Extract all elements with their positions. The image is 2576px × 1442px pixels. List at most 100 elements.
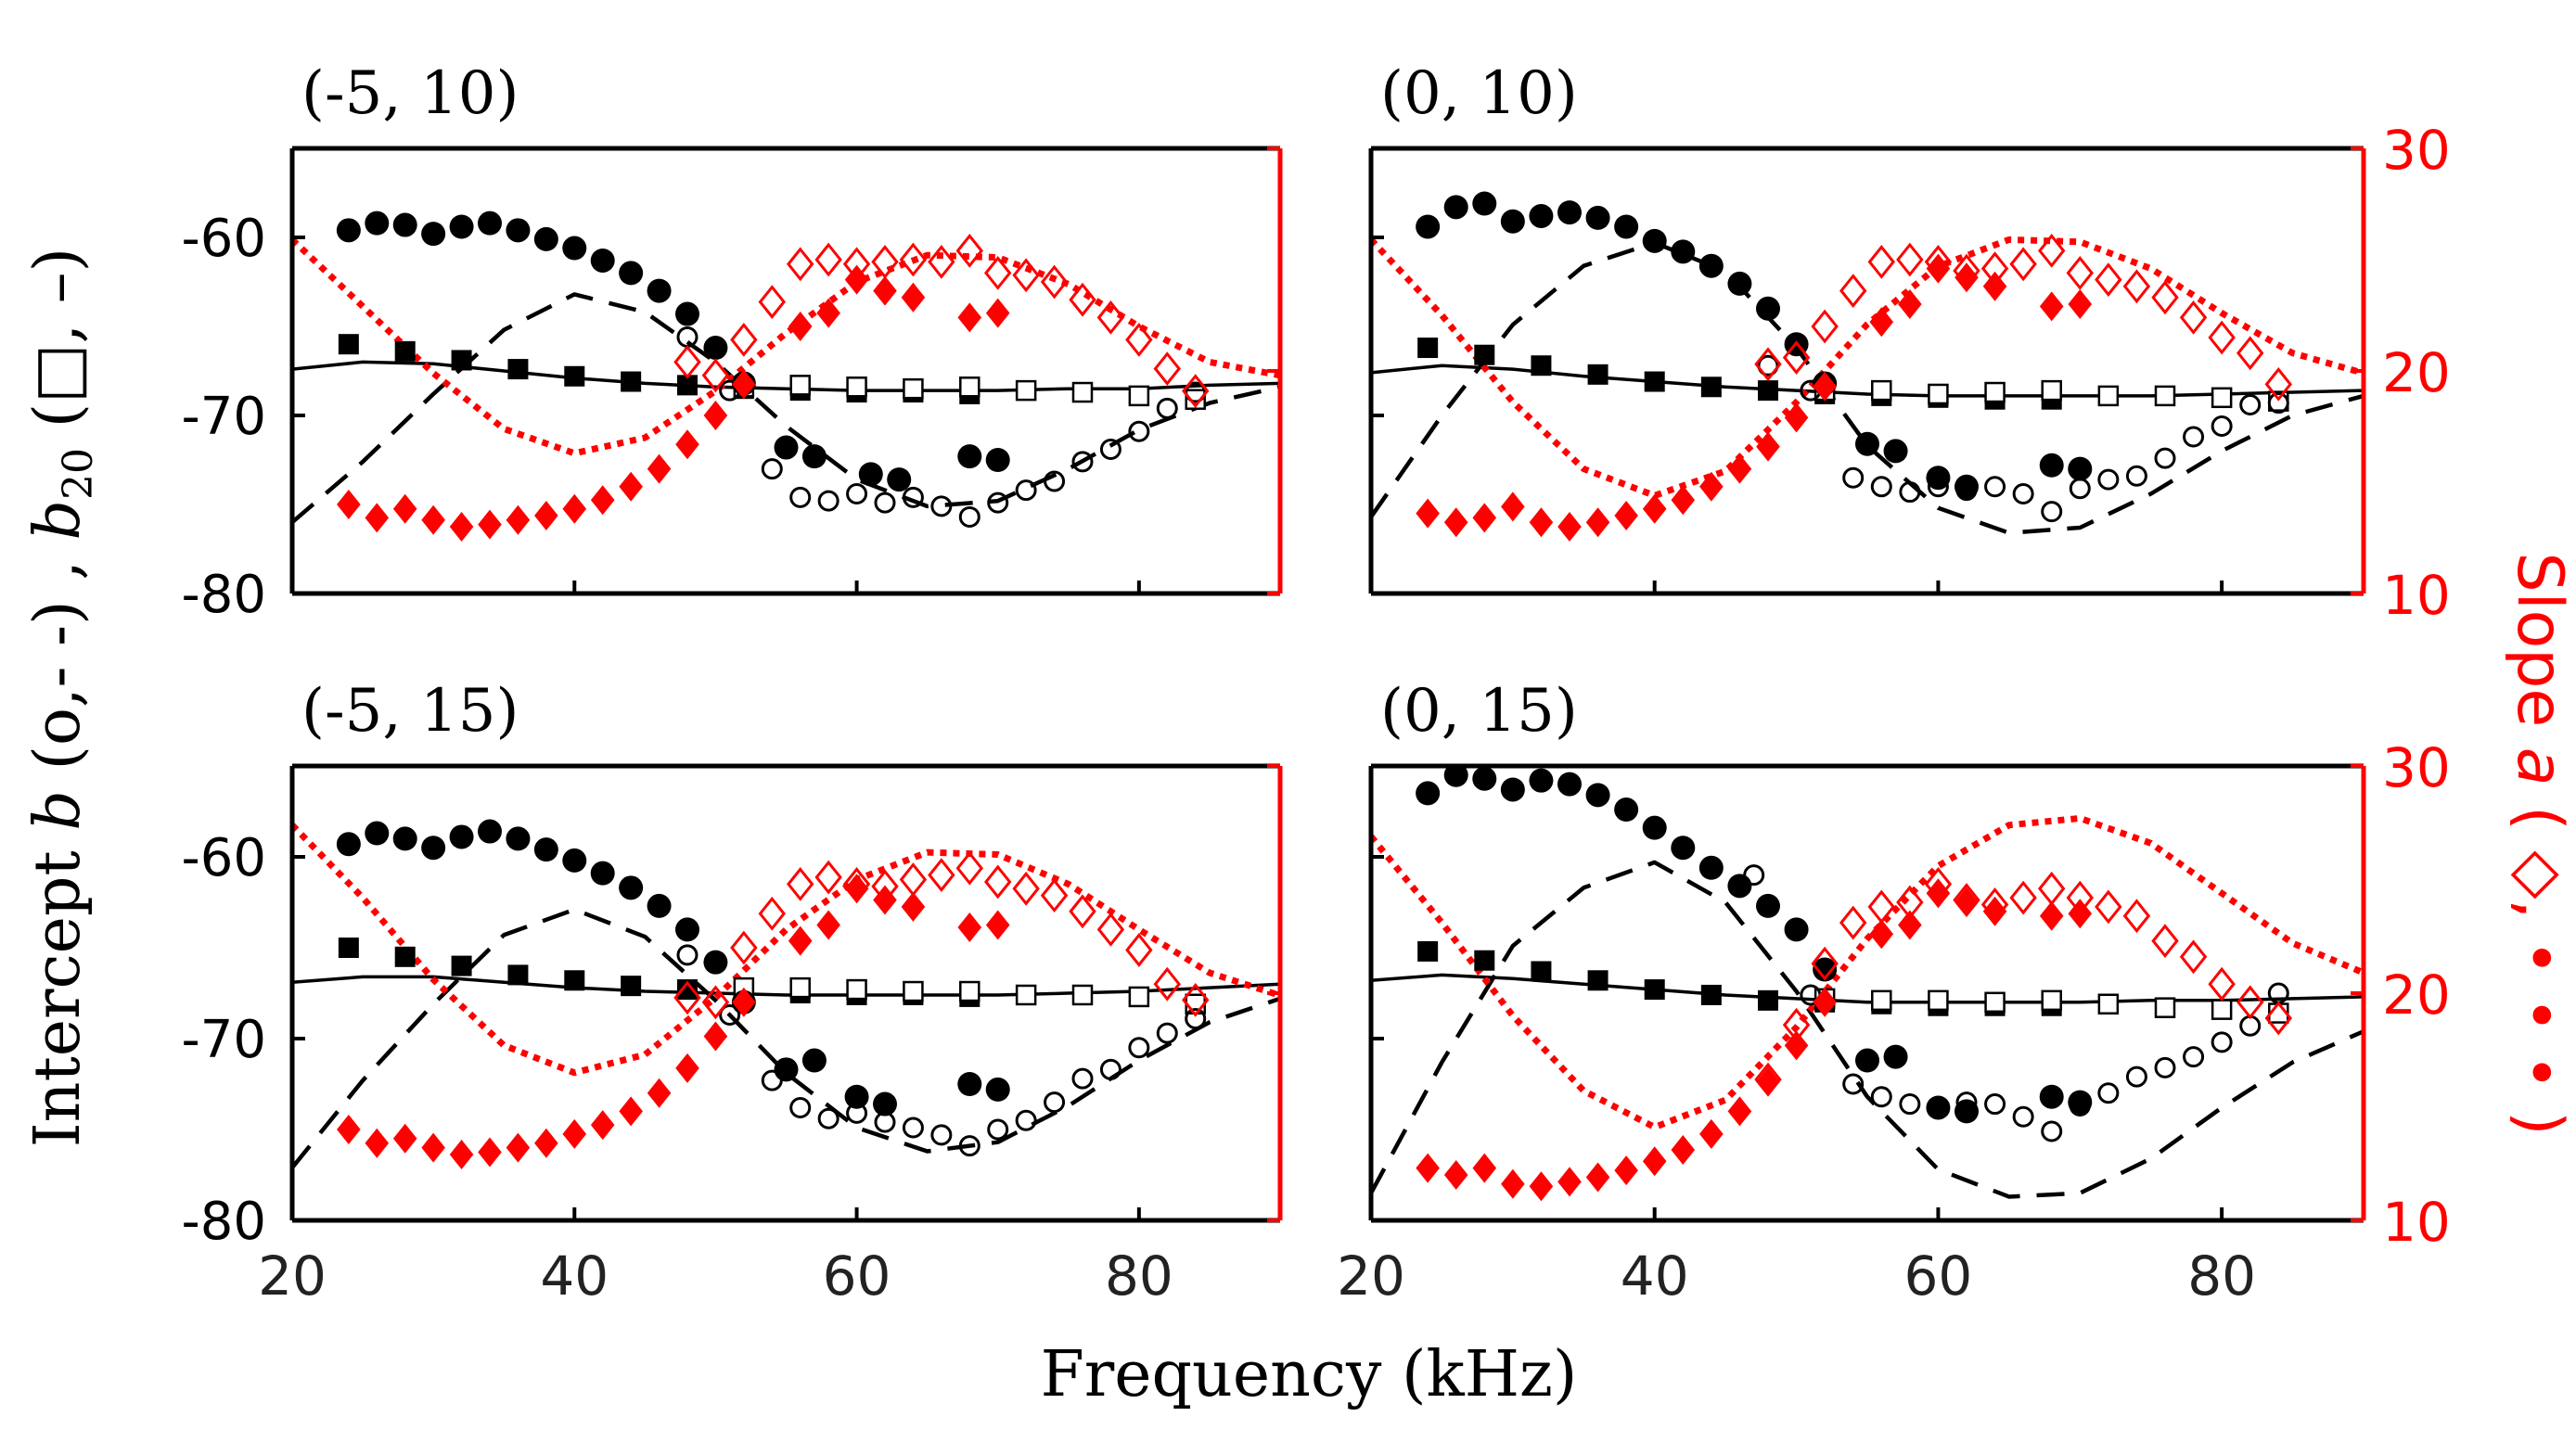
axis-label-part: (o,- -) ,	[21, 540, 95, 790]
slope-filled-diamond	[788, 925, 813, 956]
b-open-circle	[1071, 1067, 1094, 1090]
x-tick-label: 20	[258, 1244, 327, 1308]
slope-filled-diamond	[1671, 485, 1696, 516]
slope-filled-diamond	[1472, 1153, 1497, 1183]
slope-open-diamond	[701, 358, 730, 393]
b20-square-open	[846, 978, 867, 1001]
slope-filled-diamond	[1954, 262, 1979, 293]
b20-square-filled	[677, 375, 698, 396]
panel-title: (-5, 15)	[301, 677, 519, 746]
b20-square-open	[1871, 379, 1892, 402]
b-filled-circle	[858, 462, 883, 487]
b-filled-circle	[365, 821, 390, 846]
slope-filled-diamond	[957, 302, 982, 333]
b-filled-circle	[844, 1084, 869, 1109]
slope-filled-diamond	[1982, 896, 2007, 926]
slope-filled-diamond	[1813, 987, 1837, 1017]
slope-filled-diamond	[2068, 899, 2093, 929]
b-open-circle	[1015, 479, 1037, 502]
slope-filled-diamond	[619, 1096, 643, 1127]
slope-open-diamond	[2151, 924, 2179, 959]
b-open-circle	[2041, 501, 2063, 523]
y-right-tick-label: 10	[2382, 1191, 2451, 1254]
y-right-tick-label: 20	[2382, 963, 2451, 1027]
axis-label-part: ( ◇, • • • )	[2503, 785, 2576, 1135]
b-filled-circle	[647, 278, 672, 303]
b-filled-circle	[2039, 453, 2064, 478]
b-open-circle	[2041, 1120, 2063, 1142]
b-filled-circle	[1698, 253, 1724, 278]
b-open-circle	[1156, 1022, 1178, 1044]
b20-square-filled	[394, 946, 416, 967]
b-filled-circle	[1813, 957, 1838, 982]
slope-filled-diamond	[478, 509, 502, 540]
slope-open-diamond	[2264, 1001, 2293, 1036]
b-open-circle	[789, 1096, 812, 1118]
b-filled-circle	[336, 218, 361, 243]
slope-filled-diamond	[1443, 1160, 1468, 1190]
b-filled-circle	[985, 1077, 1010, 1102]
b-filled-circle	[1784, 917, 1809, 942]
b-open-circle	[1099, 438, 1121, 460]
b-filled-circle	[1416, 214, 1441, 239]
b-filled-circle	[1529, 203, 1554, 228]
b-filled-circle	[1443, 766, 1468, 787]
panel-plot-area	[292, 819, 1280, 1169]
slope-open-diamond	[814, 242, 842, 277]
b20-square-filled	[1758, 989, 1778, 1011]
slope-filled-diamond	[337, 1115, 361, 1144]
b-filled-circle	[478, 211, 502, 236]
b-open-circle	[987, 1118, 1009, 1141]
b20-square-filled	[1531, 355, 1552, 376]
x-tick-label: 40	[540, 1244, 609, 1308]
slope-filled-diamond	[1926, 878, 1951, 909]
slope-filled-diamond	[1671, 1135, 1696, 1166]
b20-square-filled	[1644, 979, 1665, 1001]
slope-open-diamond	[758, 285, 787, 320]
b-open-circle	[2183, 426, 2205, 448]
b20-square-open	[1928, 383, 1949, 405]
b-filled-circle	[1529, 768, 1554, 793]
slope-filled-diamond	[1529, 1171, 1554, 1202]
slope-open-diamond	[2208, 966, 2236, 1002]
b20-square-open	[2097, 993, 2120, 1015]
slope-open-diamond	[814, 860, 842, 895]
b-open-circle	[1870, 1086, 1892, 1108]
slope-filled-diamond	[1642, 1146, 1667, 1177]
slope-model-line	[292, 236, 1280, 457]
b-model-line	[292, 907, 1280, 1169]
slope-filled-diamond	[985, 910, 1010, 940]
b-filled-circle	[449, 214, 474, 239]
b-open-circle	[902, 1117, 924, 1139]
b-filled-circle	[562, 848, 587, 873]
b20-square-filled	[1587, 970, 1608, 991]
b20-square-open	[959, 980, 980, 1002]
b-open-circle	[1099, 1058, 1121, 1080]
slope-open-diamond	[955, 233, 984, 268]
b20-square-open	[2154, 385, 2176, 407]
b20-square-filled	[1417, 940, 1439, 962]
slope-filled-diamond	[562, 1118, 587, 1149]
slope-filled-diamond	[732, 987, 756, 1017]
b-filled-circle	[801, 444, 827, 469]
b-filled-circle	[1926, 466, 1951, 491]
b-open-circle	[2267, 392, 2289, 415]
b-filled-circle	[2068, 456, 2093, 481]
panel-plot-area	[1371, 766, 2364, 1202]
slope-open-diamond	[1867, 244, 1896, 279]
b-filled-circle	[1614, 798, 1639, 823]
b20-square-open	[1071, 381, 1094, 403]
slope-open-diamond	[2095, 889, 2122, 925]
slope-filled-diamond	[703, 401, 728, 430]
y-axis-label-left: Intercept b (o,- -) , b20 (□, –)	[21, 248, 102, 1147]
slope-filled-diamond	[478, 1137, 502, 1168]
slope-open-diamond	[928, 244, 955, 279]
slope-open-diamond	[673, 344, 701, 379]
b-filled-circle	[1756, 893, 1780, 918]
slope-open-diamond	[983, 864, 1012, 900]
b20-square-filled	[1474, 344, 1495, 365]
slope-filled-diamond	[506, 1132, 531, 1163]
b-open-circle	[930, 495, 953, 517]
b-open-circle	[987, 491, 1009, 514]
